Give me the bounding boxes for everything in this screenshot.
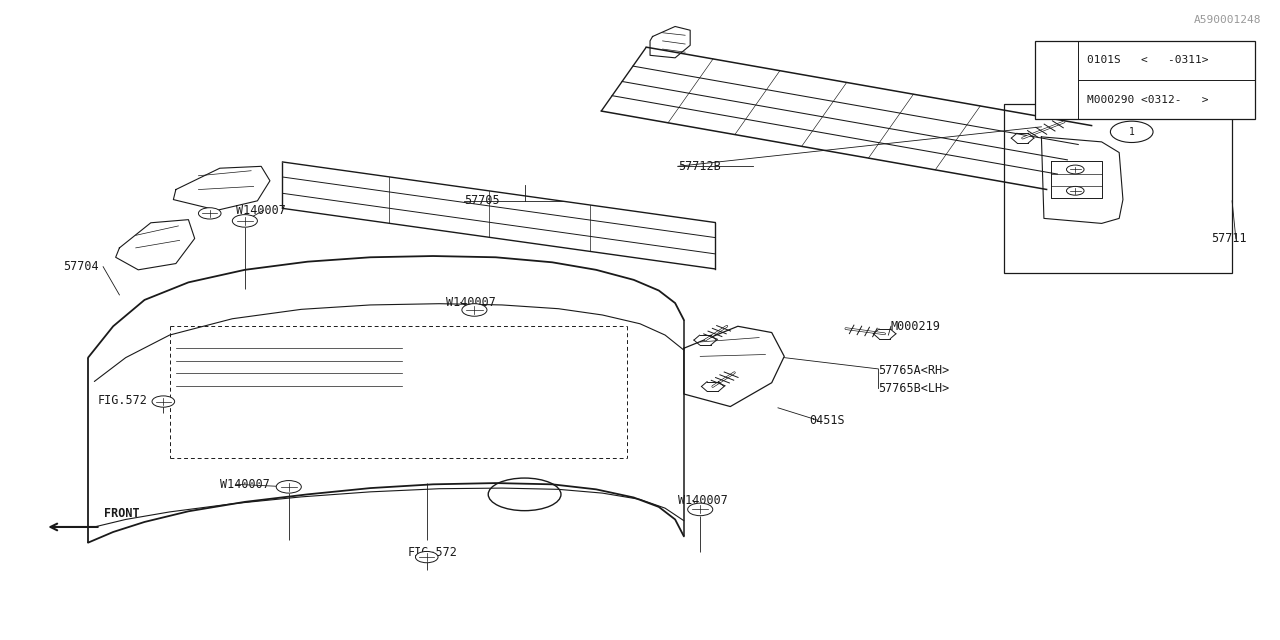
Circle shape xyxy=(233,214,257,227)
Text: M000219: M000219 xyxy=(891,320,941,333)
Text: 1: 1 xyxy=(1053,75,1059,85)
Circle shape xyxy=(152,396,174,407)
Text: FIG.572: FIG.572 xyxy=(99,394,148,407)
Text: A590001248: A590001248 xyxy=(1193,15,1261,25)
Text: W140007: W140007 xyxy=(220,478,270,491)
Text: 0101S   <   -0311>: 0101S < -0311> xyxy=(1087,56,1208,65)
Text: W140007: W140007 xyxy=(236,204,285,217)
Text: M000290 <0312-   >: M000290 <0312- > xyxy=(1087,95,1208,105)
Text: W140007: W140007 xyxy=(445,296,495,309)
Circle shape xyxy=(1110,121,1153,143)
Circle shape xyxy=(1066,186,1084,195)
Text: W140007: W140007 xyxy=(677,494,727,507)
Circle shape xyxy=(416,552,438,563)
Circle shape xyxy=(1066,165,1084,174)
Text: 1: 1 xyxy=(1129,127,1134,137)
Circle shape xyxy=(462,304,486,316)
FancyBboxPatch shape xyxy=(1036,41,1254,119)
Circle shape xyxy=(1036,70,1076,90)
Circle shape xyxy=(198,208,221,219)
Text: 57765A<RH>: 57765A<RH> xyxy=(878,364,950,377)
Circle shape xyxy=(276,481,301,493)
Text: 57712B: 57712B xyxy=(677,160,721,173)
Text: 57704: 57704 xyxy=(63,260,99,273)
Text: FRONT: FRONT xyxy=(105,507,140,520)
Circle shape xyxy=(687,503,713,516)
Text: FIG.572: FIG.572 xyxy=(408,545,458,559)
Text: 57711: 57711 xyxy=(1211,232,1247,245)
Text: 57765B<LH>: 57765B<LH> xyxy=(878,383,950,396)
Text: 57705: 57705 xyxy=(465,195,500,207)
Text: 0451S: 0451S xyxy=(809,414,845,427)
